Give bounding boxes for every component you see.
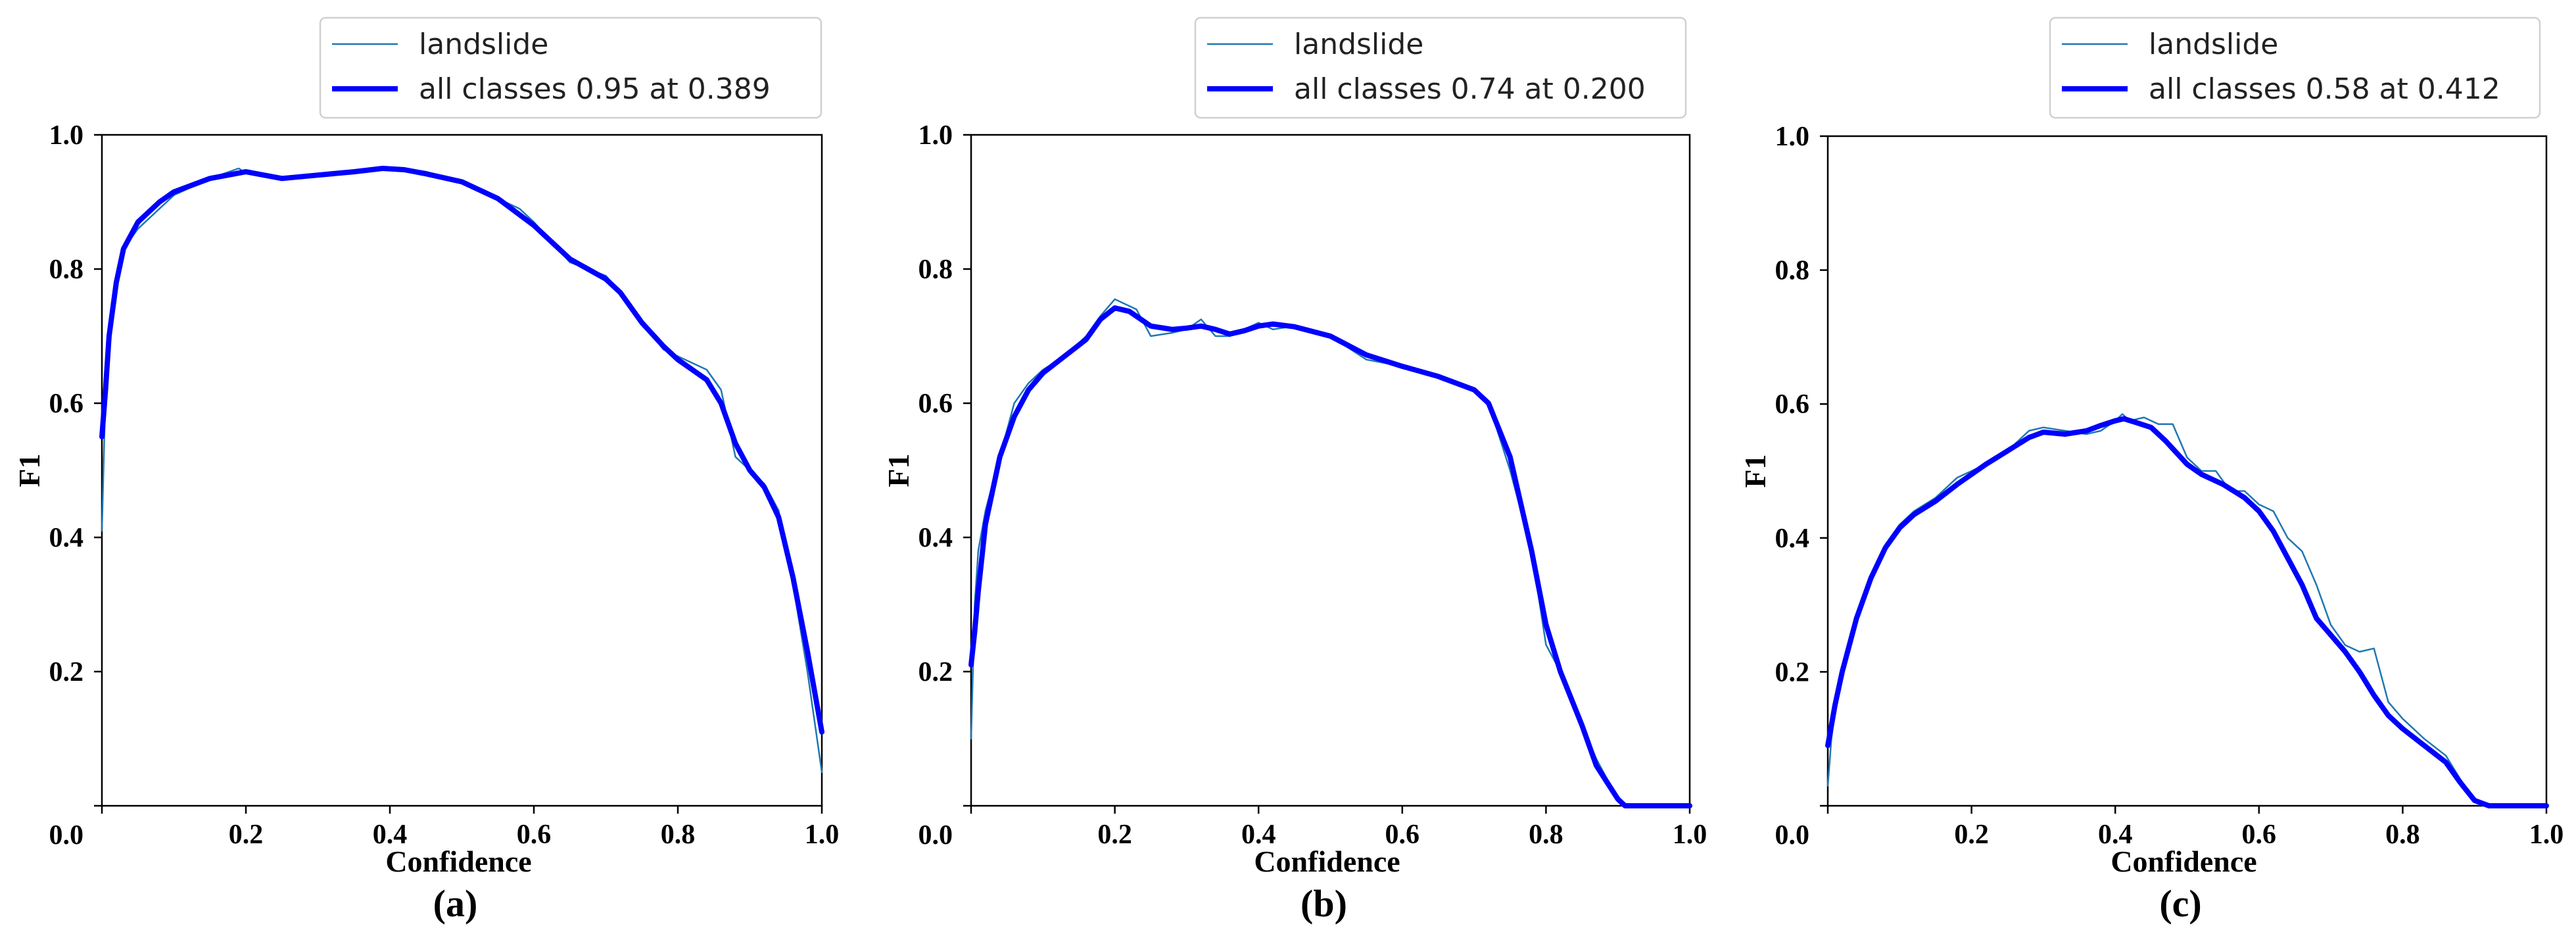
- legend-box: [319, 16, 823, 119]
- x-tick-label: 0.6: [517, 820, 552, 850]
- y-tick-label: 0.0: [918, 820, 953, 851]
- y-tick-label: 1.0: [918, 120, 953, 151]
- x-tick-label: 1.0: [805, 820, 840, 850]
- legend-entry: all classes 0.58 at 0.412: [2149, 72, 2500, 106]
- x-tick-label: 0.8: [2385, 820, 2420, 850]
- legend: landslide all classes 0.95 at 0.389: [319, 16, 823, 119]
- x-tick-label: 1.0: [1673, 820, 1707, 850]
- chart-panel-3: 0.2 0.4 0.6 0.8 1.0 0.0 0.2 0.4 0.6 0.8 1.0 Confide…: [1738, 16, 2564, 925]
- y-tick-label: 0.4: [49, 523, 84, 553]
- x-tick-label: 0.8: [1529, 820, 1563, 850]
- y-tick-label: 0.6: [918, 389, 953, 419]
- x-axis-label: Confidence: [2111, 845, 2256, 878]
- plot-frame: [101, 134, 823, 807]
- y-tick-label: 1.0: [1775, 122, 1810, 152]
- x-tick-label: 0.6: [2242, 820, 2277, 850]
- legend-entry: landslide: [419, 28, 548, 61]
- x-tick-label: 0.2: [229, 820, 264, 850]
- y-tick-label: 0.8: [918, 255, 953, 285]
- x-axis-label: Confidence: [385, 845, 531, 878]
- legend-box: [1194, 16, 1687, 119]
- y-axis-label: F1: [12, 453, 46, 487]
- y-tick-label: 0.8: [1775, 256, 1810, 286]
- x-tick-label: 0.2: [1097, 820, 1132, 850]
- panel-label: (a): [433, 882, 478, 925]
- legend-entry: all classes 0.95 at 0.389: [419, 72, 771, 106]
- y-tick-label: 0.2: [1775, 657, 1810, 687]
- y-tick-label: 0.6: [1775, 389, 1810, 420]
- chart-panel-1: 0.2 0.4 0.6 0.8 1.0 0.0 0.2 0.4 0.6 0.8 1.0 Confide…: [12, 16, 840, 925]
- panel-label: (b): [1300, 882, 1347, 925]
- legend: landslide all classes 0.74 at 0.200: [1194, 16, 1687, 119]
- chart-panel-2: 0.2 0.4 0.6 0.8 1.0 0.0 0.2 0.4 0.6 0.8 1.0 Confide…: [882, 16, 1707, 925]
- y-axis-label: F1: [882, 453, 915, 487]
- x-tick-label: 0.2: [1954, 820, 1989, 850]
- legend: landslide all classes 0.58 at 0.412: [2049, 16, 2541, 119]
- legend-entry: landslide: [2149, 28, 2278, 61]
- x-tick-label: 0.4: [373, 820, 408, 850]
- panel-label: (c): [2159, 882, 2201, 925]
- series-line-all-classes: [99, 166, 824, 735]
- y-tick-label: 0.2: [918, 657, 953, 687]
- series-line-all-classes: [968, 305, 1692, 808]
- x-tick-label: 1.0: [2529, 820, 2564, 850]
- x-tick-label: 0.4: [1241, 820, 1276, 850]
- plot-frame: [970, 134, 1691, 807]
- y-tick-label: 0.4: [1775, 524, 1810, 554]
- x-axis-label: Confidence: [1254, 845, 1400, 878]
- y-tick-label: 0.4: [918, 523, 953, 553]
- x-tick-label: 0.8: [661, 820, 696, 850]
- legend-entry: all classes 0.74 at 0.200: [1294, 72, 1646, 106]
- legend-box: [2049, 16, 2541, 119]
- y-tick-label: 0.8: [49, 255, 84, 285]
- y-tick-label: 1.0: [49, 120, 84, 151]
- y-axis-label: F1: [1738, 454, 1772, 487]
- y-tick-label: 0.6: [49, 389, 84, 419]
- x-tick-label: 0.4: [2098, 820, 2133, 850]
- series-line-landslide: [101, 166, 823, 774]
- series-line-landslide: [1826, 413, 2548, 807]
- x-tick-label: 0.6: [1385, 820, 1420, 850]
- legend-entry: landslide: [1294, 28, 1423, 61]
- y-tick-label: 0.0: [1775, 820, 1810, 851]
- plot-frame: [1826, 135, 2548, 807]
- y-tick-label: 0.0: [49, 820, 84, 851]
- y-tick-label: 0.2: [49, 657, 84, 687]
- series-line-all-classes: [1825, 416, 2549, 808]
